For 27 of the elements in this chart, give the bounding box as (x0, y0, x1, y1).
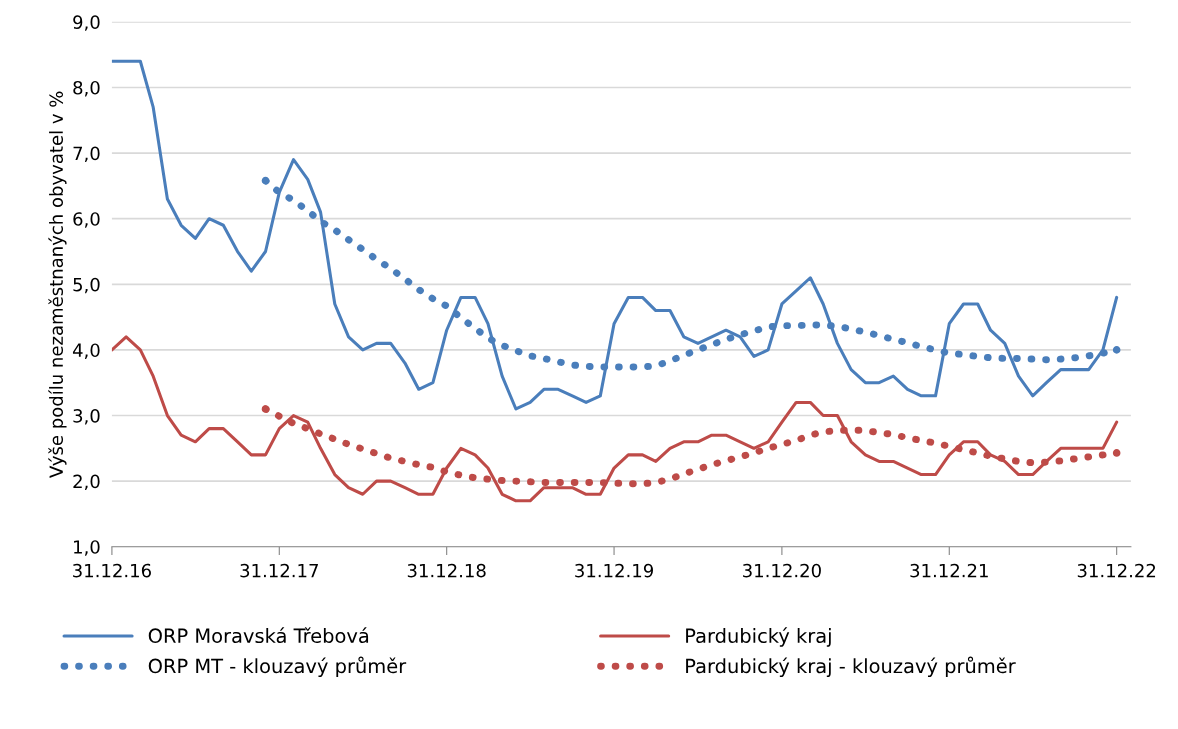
line-series (111, 335, 1119, 503)
y-tick-label: 6,0 (73, 212, 100, 228)
point (1112, 449, 1121, 457)
point (261, 405, 270, 413)
legend-label: Pardubický kraj (686, 627, 831, 647)
point (1112, 346, 1121, 354)
x-tick-label: 31.12.18 (407, 563, 486, 578)
y-tick-label: 2,0 (73, 474, 100, 491)
y-tick-label: 4,0 (72, 343, 100, 359)
x-tick-label: 31.12.16 (73, 563, 151, 578)
x-tick-label: 31.12.22 (1077, 563, 1156, 578)
y-axis-title: Výše podílu nezaměstnaných obyvatel v % (48, 91, 67, 478)
x-tick-label: 31.12.17 (240, 563, 318, 578)
point (261, 176, 270, 185)
y-tick-label: 9,0 (73, 15, 100, 31)
y-tick-label: 7,0 (73, 146, 100, 163)
legend-label: Pardubický kraj - klouzavý průměr (686, 656, 1016, 678)
y-tick-label: 5,0 (73, 277, 100, 294)
y-tick-label: 1,0 (74, 540, 100, 556)
x-tick-label: 31.12.19 (575, 563, 653, 578)
legend-label: ORP Moravská Třebová (148, 627, 369, 644)
x-tick-label: 31.12.21 (910, 563, 988, 578)
y-tick-label: 8,0 (73, 80, 100, 97)
legend-label: ORP MT - klouzavý průměr (148, 656, 407, 678)
y-tick-label: 3,0 (73, 408, 100, 425)
line-series (111, 59, 1119, 411)
x-tick-label: 31.12.20 (743, 563, 821, 578)
